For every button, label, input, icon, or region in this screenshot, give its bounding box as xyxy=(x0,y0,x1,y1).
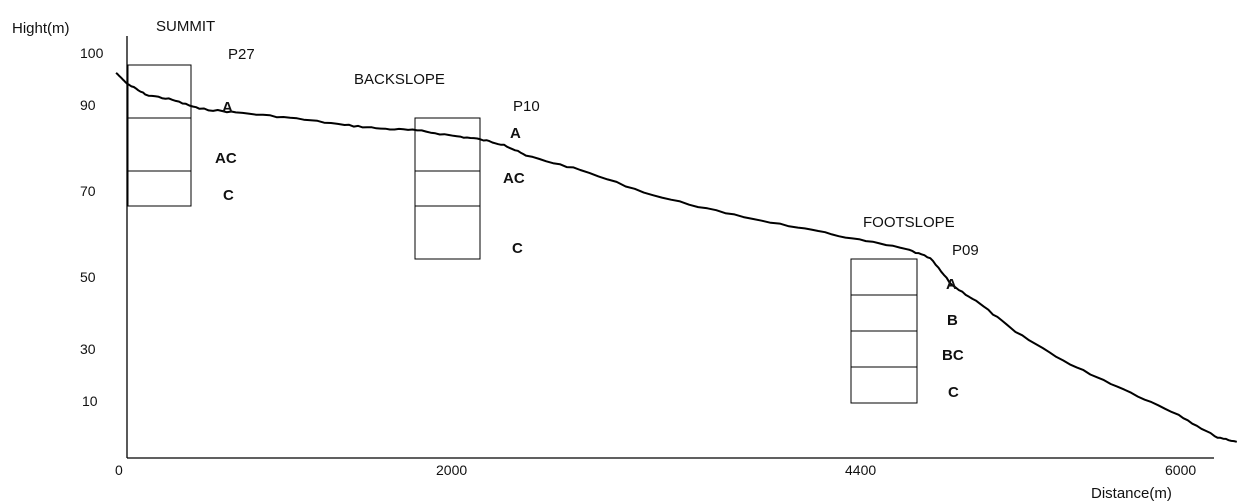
horizon-label: C xyxy=(948,384,959,401)
summit-profile: SUMMIT P27 A AC C xyxy=(127,18,255,207)
horizon-label: C xyxy=(223,187,234,204)
position-label: SUMMIT xyxy=(156,18,215,35)
horizon-label: BC xyxy=(942,347,964,364)
profile-id: P09 xyxy=(952,242,979,259)
horizon-label: C xyxy=(512,240,523,257)
horizon-box xyxy=(127,64,192,119)
y-tick-label: 10 xyxy=(82,393,98,409)
horizon-label: A xyxy=(510,125,521,142)
y-tick-label: 70 xyxy=(80,183,96,199)
y-tick-label: 90 xyxy=(80,97,96,113)
horizon-box xyxy=(414,117,481,172)
horizon-box xyxy=(850,258,918,296)
y-tick-label: 50 xyxy=(80,269,96,285)
horizon-label: AC xyxy=(215,150,237,167)
horizon-box xyxy=(850,294,918,332)
horizon-box xyxy=(850,366,918,404)
terrain-profile-line xyxy=(115,72,1238,443)
backslope-profile: BACKSLOPE P10 A AC C xyxy=(354,71,540,260)
horizon-label: B xyxy=(947,312,958,329)
horizon-label: A xyxy=(222,99,233,116)
x-axis-label: Distance(m) xyxy=(1091,485,1172,502)
position-label: FOOTSLOPE xyxy=(863,214,955,231)
horizon-box xyxy=(127,117,192,172)
y-axis-label: Hight(m) xyxy=(12,20,70,37)
profile-id: P10 xyxy=(513,98,540,115)
x-tick-label: 0 xyxy=(115,462,123,478)
horizon-label: A xyxy=(946,276,957,293)
footslope-profile: FOOTSLOPE P09 A B BC C xyxy=(850,214,979,404)
x-tick-label: 6000 xyxy=(1165,462,1196,478)
x-tick-label: 2000 xyxy=(436,462,467,478)
profile-id: P27 xyxy=(228,46,255,63)
y-tick-label: 100 xyxy=(80,45,104,61)
y-tick-label: 30 xyxy=(80,341,96,357)
horizon-box xyxy=(414,170,481,207)
horizon-box xyxy=(127,170,192,207)
horizon-box xyxy=(850,330,918,368)
horizon-label: AC xyxy=(503,170,525,187)
position-label: BACKSLOPE xyxy=(354,71,445,88)
x-tick-label: 4400 xyxy=(845,462,876,478)
horizon-box xyxy=(414,205,481,260)
